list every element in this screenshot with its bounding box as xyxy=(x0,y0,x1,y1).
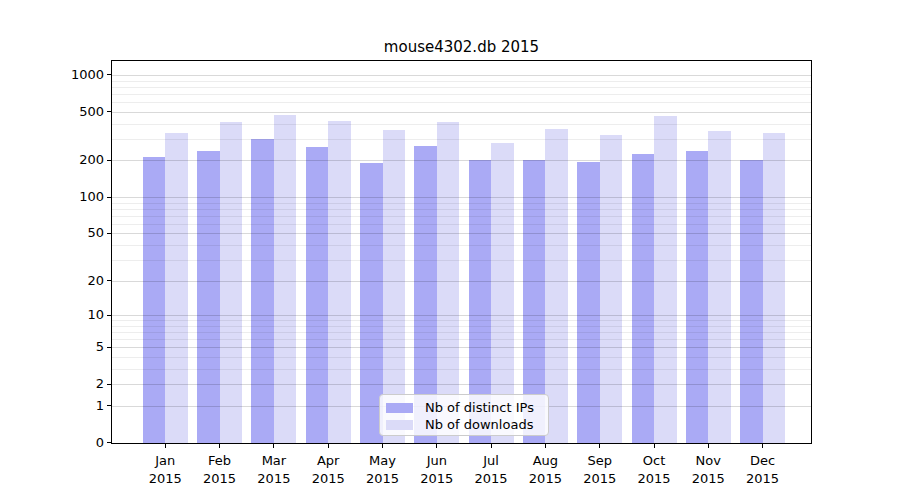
x-tick-mark-mar xyxy=(273,444,274,448)
bar-distinct-ips-apr xyxy=(306,147,329,443)
x-tick-year: 2015 xyxy=(728,470,798,488)
legend: Nb of distinct IPs Nb of downloads xyxy=(379,394,549,436)
bar-distinct-ips-sep xyxy=(577,162,600,443)
bar-downloads-mar xyxy=(274,115,297,443)
y-tick-mark-2 xyxy=(107,384,111,385)
legend-label-distinct-ips: Nb of distinct IPs xyxy=(425,399,534,416)
bar-downloads-nov xyxy=(708,131,731,443)
bar-distinct-ips-dec xyxy=(740,160,763,443)
y-tick-label-10: 10 xyxy=(30,306,104,324)
bar-distinct-ips-nov xyxy=(686,151,709,443)
y-tick-mark-50 xyxy=(107,233,111,234)
legend-label-downloads: Nb of downloads xyxy=(425,416,533,433)
bar-downloads-dec xyxy=(763,133,786,443)
bar-downloads-sep xyxy=(600,135,623,443)
bar-distinct-ips-mar xyxy=(251,139,274,443)
x-tick-label-dec: Dec2015 xyxy=(728,452,798,487)
y-tick-label-1000: 1000 xyxy=(30,66,104,84)
x-tick-mark-may xyxy=(382,444,383,448)
bar-distinct-ips-feb xyxy=(197,151,220,443)
y-tick-label-100: 100 xyxy=(30,188,104,206)
x-tick-mark-oct xyxy=(654,444,655,448)
x-tick-mark-apr xyxy=(328,444,329,448)
y-tick-mark-5 xyxy=(107,347,111,348)
y-tick-mark-10 xyxy=(107,315,111,316)
bar-downloads-jan xyxy=(165,133,188,443)
y-tick-label-5: 5 xyxy=(30,338,104,356)
y-tick-label-1: 1 xyxy=(30,397,104,415)
y-tick-mark-100 xyxy=(107,197,111,198)
bar-downloads-apr xyxy=(328,121,351,443)
bar-downloads-feb xyxy=(220,122,243,443)
y-tick-mark-1000 xyxy=(107,74,111,75)
y-tick-mark-200 xyxy=(107,160,111,161)
legend-item-downloads: Nb of downloads xyxy=(386,416,540,433)
y-tick-label-2: 2 xyxy=(30,375,104,393)
legend-item-distinct-ips: Nb of distinct IPs xyxy=(386,399,540,416)
y-tick-label-50: 50 xyxy=(30,224,104,242)
y-tick-label-200: 200 xyxy=(30,151,104,169)
x-tick-mark-aug xyxy=(545,444,546,448)
x-tick-mark-jul xyxy=(491,444,492,448)
x-tick-mark-feb xyxy=(219,444,220,448)
x-tick-mark-dec xyxy=(762,444,763,448)
y-tick-mark-0 xyxy=(107,442,111,443)
bar-downloads-oct xyxy=(654,116,677,443)
x-tick-mark-jun xyxy=(436,444,437,448)
x-tick-mark-nov xyxy=(708,444,709,448)
y-tick-label-0: 0 xyxy=(30,434,104,452)
y-tick-mark-500 xyxy=(107,111,111,112)
x-tick-mark-sep xyxy=(599,444,600,448)
y-tick-mark-1 xyxy=(107,405,111,406)
chart-title: mouse4302.db 2015 xyxy=(112,37,811,57)
y-tick-label-500: 500 xyxy=(30,103,104,121)
x-tick-mark-jan xyxy=(165,444,166,448)
bar-distinct-ips-oct xyxy=(632,154,655,443)
plot-area: Nb of distinct IPs Nb of downloads xyxy=(111,60,812,444)
y-tick-label-20: 20 xyxy=(30,272,104,290)
bars-layer xyxy=(112,61,811,443)
legend-swatch-downloads xyxy=(386,420,413,430)
bar-distinct-ips-jan xyxy=(143,157,166,443)
legend-swatch-distinct-ips xyxy=(386,403,413,413)
figure: mouse4302.db 2015 Nb of distinct IPs Nb … xyxy=(0,0,900,500)
x-tick-month: Dec xyxy=(728,452,798,470)
y-tick-mark-20 xyxy=(107,280,111,281)
